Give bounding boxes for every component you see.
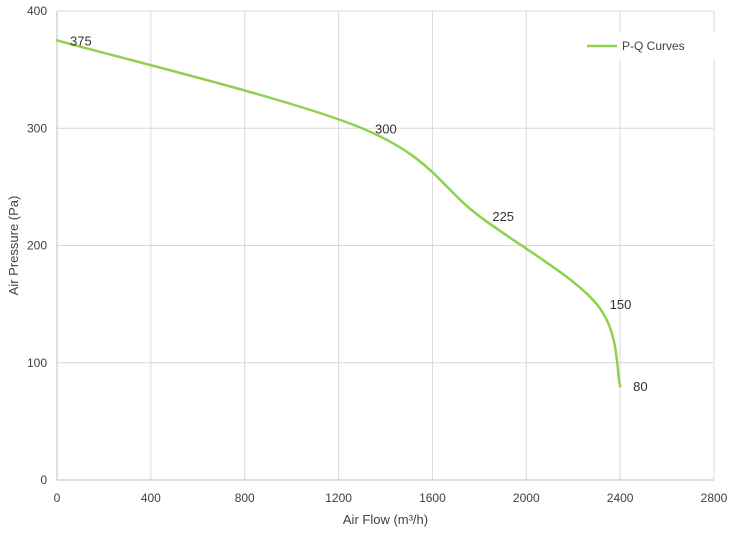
axes — [56, 11, 714, 481]
x-tick-label: 2400 — [607, 491, 634, 505]
data-label: 375 — [70, 33, 92, 48]
series-group — [55, 39, 622, 388]
x-tick-label: 2800 — [701, 491, 728, 505]
y-tick-label: 400 — [27, 4, 47, 18]
data-label: 225 — [492, 209, 514, 224]
grid — [57, 10, 715, 480]
legend-label: P-Q Curves — [622, 39, 685, 53]
x-axis-title: Air Flow (m³/h) — [343, 512, 428, 527]
data-labels: 375 300 225 150 80 — [70, 33, 648, 394]
y-tick-label: 100 — [27, 356, 47, 370]
x-tick-label: 1200 — [325, 491, 352, 505]
y-tick-label: 200 — [27, 239, 47, 253]
data-label: 80 — [633, 379, 647, 394]
legend: P-Q Curves — [582, 33, 722, 59]
y-axis-title: Air Pressure (Pa) — [6, 196, 21, 296]
x-tick-label: 800 — [235, 491, 255, 505]
x-tick-label: 2000 — [513, 491, 540, 505]
y-tick-label: 0 — [40, 473, 47, 487]
data-label: 150 — [610, 297, 632, 312]
y-tick-label: 300 — [27, 121, 47, 135]
data-label: 300 — [375, 121, 397, 136]
x-tick-label: 1600 — [419, 491, 446, 505]
x-tick-label: 0 — [54, 491, 61, 505]
x-tick-label: 400 — [141, 491, 161, 505]
series-line — [55, 39, 622, 388]
tick-labels: 0 400 800 1200 1600 2000 2400 2800 0 100 200 300 400 — [27, 4, 728, 505]
